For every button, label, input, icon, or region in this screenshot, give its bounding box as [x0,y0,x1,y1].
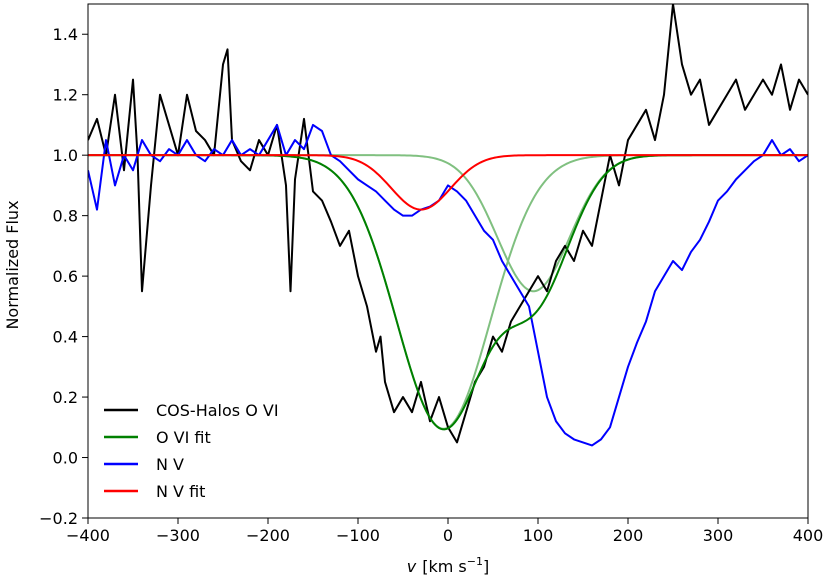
y-axis: −0.2 0.0 0.2 0.4 0.6 0.8 1.0 1.2 1.4 [39,25,88,528]
x-tick-label: −300 [156,526,200,545]
series-layer [88,4,808,447]
legend-label: N V [156,455,184,474]
y-tick-label: 0.4 [53,328,78,347]
y-tick-label: −0.2 [39,509,78,528]
fit-line-o-vi-fit [88,154,808,431]
x-tick-label: 400 [793,526,824,545]
y-axis-label: Normalized Flux [3,200,22,329]
x-axis-label: v [km s−1] [407,555,489,576]
x-tick-label: 200 [613,526,644,545]
x-tick-label: −200 [246,526,290,545]
y-tick-label: 0.2 [53,388,78,407]
fit-line-n-v-fit [88,154,808,211]
legend-label: COS-Halos O VI [156,401,279,420]
x-tick-label: 0 [443,526,453,545]
y-tick-label: 1.0 [53,146,78,165]
x-axis: −400 −300 −200 −100 0 100 200 300 400 [66,518,823,545]
x-tick-label: −100 [336,526,380,545]
legend: COS-Halos O VI O VI fit N V N V fit [104,401,279,501]
x-tick-label: 300 [703,526,734,545]
x-tick-label: −400 [66,526,110,545]
series-line-n-v [88,123,808,447]
fit-component-1 [88,154,808,293]
x-tick-label: 100 [523,526,554,545]
y-tick-label: 0.0 [53,449,78,468]
fit-component-0 [88,154,808,430]
legend-label: N V fit [156,482,205,501]
y-tick-label: 0.8 [53,207,78,226]
y-tick-label: 1.4 [53,25,78,44]
y-tick-label: 1.2 [53,86,78,105]
series-line-cos-halos-o-vi [88,4,808,444]
legend-label: O VI fit [156,428,211,447]
y-tick-label: 0.6 [53,267,78,286]
